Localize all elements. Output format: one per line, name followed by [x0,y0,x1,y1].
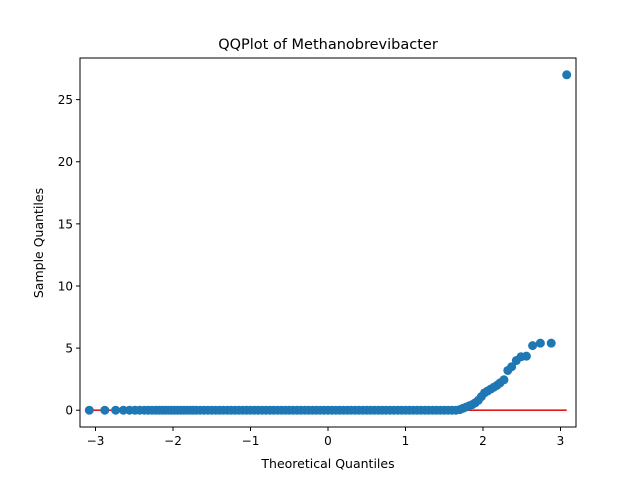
y-axis-label: Sample Quantiles [31,188,46,298]
y-tick-label: 5 [65,342,73,356]
data-point [84,405,94,415]
x-tick-label: 3 [557,434,565,448]
x-tick-label: −2 [164,434,182,448]
data-point [535,338,545,348]
x-tick-label: 2 [479,434,487,448]
y-tick-label: 0 [65,404,73,418]
x-tick-label: −3 [87,434,105,448]
x-tick-label: 1 [402,434,410,448]
y-tick-label: 15 [58,217,73,231]
data-point [499,375,509,385]
data-points [84,70,572,415]
data-point [521,351,531,361]
x-axis-ticks: −3 −2 −1 0 1 2 3 [87,427,565,448]
plot-area-frame [79,57,577,428]
data-point [100,405,110,415]
x-tick-label: −1 [242,434,260,448]
data-point [118,405,128,415]
data-point [528,341,538,351]
x-tick-label: 0 [324,434,332,448]
y-tick-label: 10 [58,279,73,293]
y-tick-label: 20 [58,155,73,169]
chart-title: QQPlot of Methanobrevibacter [218,37,438,53]
data-point [562,70,572,80]
y-tick-label: 25 [58,93,73,107]
x-axis-label: Theoretical Quantiles [260,456,394,471]
y-axis-ticks: 0 5 10 15 20 25 [58,93,80,418]
data-point [111,405,121,415]
data-point [546,338,556,348]
data-point [507,362,517,372]
